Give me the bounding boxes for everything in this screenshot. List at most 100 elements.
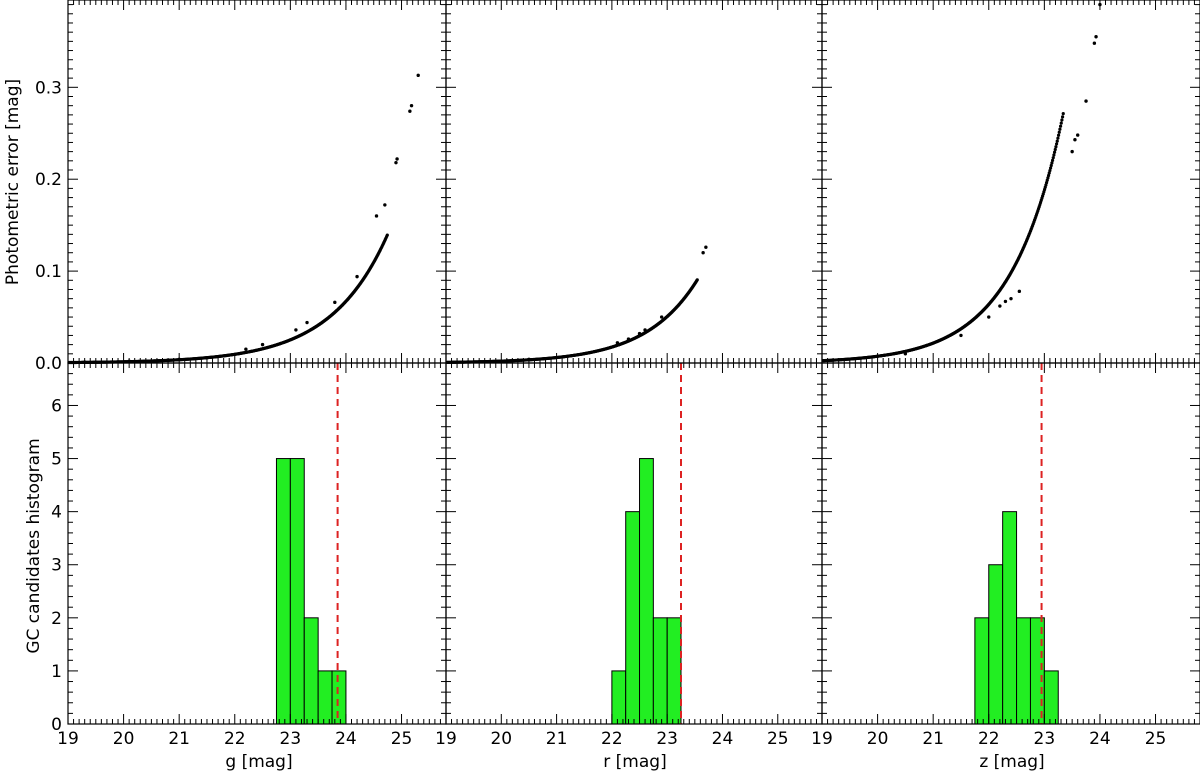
- bottom-middle-plot: [612, 459, 681, 724]
- top-ylabel: Photometric error [mag]: [3, 79, 23, 285]
- x-tick-label: 21: [922, 729, 944, 749]
- histogram-bar: [667, 618, 681, 724]
- histogram-bar: [989, 565, 1003, 724]
- x-tick-label: 20: [113, 729, 135, 749]
- x-tick-label: 24: [712, 729, 734, 749]
- data-point: [696, 278, 699, 281]
- histogram-bar: [1017, 618, 1031, 724]
- data-point: [701, 251, 704, 254]
- top-left-plot: [68, 74, 420, 364]
- data-point: [1062, 112, 1065, 115]
- x-tick-label: 23: [280, 729, 302, 749]
- bottom-ylabel: GC candidates histogram: [24, 438, 44, 653]
- data-point: [1056, 139, 1059, 142]
- data-point: [1076, 133, 1079, 136]
- top-left-frame: [68, 0, 446, 363]
- top-right-plot: [822, 3, 1102, 362]
- x-tick-label: 25: [1145, 729, 1167, 749]
- top-middle-plot: [446, 246, 708, 364]
- data-point: [638, 332, 641, 335]
- top-right-frame: [822, 0, 1200, 363]
- xlabel-z: z [mag]: [979, 752, 1044, 772]
- data-point: [627, 337, 630, 340]
- data-point: [1004, 300, 1007, 303]
- y-tick-label: 0.3: [35, 78, 62, 98]
- data-point: [1073, 138, 1076, 141]
- y-tick-label: 0.2: [35, 170, 62, 190]
- data-point: [1054, 148, 1057, 151]
- data-point: [1053, 151, 1056, 154]
- x-tick-label: 23: [656, 729, 678, 749]
- data-point: [1057, 134, 1060, 137]
- data-point: [305, 321, 308, 324]
- bottom-left-frame: [68, 363, 446, 724]
- x-tick-label: 22: [224, 729, 246, 749]
- data-point: [1084, 99, 1087, 102]
- histogram-bar: [332, 671, 346, 724]
- x-tick-label: 19: [435, 729, 457, 749]
- data-point: [704, 246, 707, 249]
- bottom-right-plot: [975, 512, 1058, 724]
- y-tick-label: 1: [51, 662, 62, 682]
- x-tick-label: 24: [335, 729, 357, 749]
- data-point: [383, 203, 386, 206]
- y-tick-label: 2: [51, 609, 62, 629]
- data-point: [1052, 156, 1055, 159]
- data-point: [417, 74, 420, 77]
- data-point: [1009, 297, 1012, 300]
- data-point: [333, 301, 336, 304]
- data-point: [660, 315, 663, 318]
- x-tick-label: 25: [391, 729, 413, 749]
- bottom-left-plot: [276, 459, 345, 724]
- data-point: [1018, 290, 1021, 293]
- data-point: [1094, 35, 1097, 38]
- data-point: [261, 343, 264, 346]
- data-point: [1093, 41, 1096, 44]
- histogram-bar: [290, 459, 304, 724]
- data-point: [1059, 125, 1062, 128]
- data-point: [959, 334, 962, 337]
- data-point: [1061, 115, 1064, 118]
- data-point: [1058, 128, 1061, 131]
- data-point: [1070, 150, 1073, 153]
- histogram-bar: [1044, 671, 1058, 724]
- data-point: [616, 341, 619, 344]
- data-point: [1060, 122, 1063, 125]
- y-tick-label: 3: [51, 556, 62, 576]
- data-point: [643, 328, 646, 331]
- histogram-bar: [975, 618, 989, 724]
- x-tick-label: 21: [168, 729, 190, 749]
- y-tick-label: 0.1: [35, 262, 62, 282]
- histogram-bar: [640, 459, 654, 724]
- histogram-bar: [653, 618, 667, 724]
- histogram-bar: [1003, 512, 1017, 724]
- xlabel-r: r [mag]: [603, 752, 666, 772]
- data-point: [1052, 153, 1055, 156]
- x-tick-label: 19: [811, 729, 833, 749]
- data-point: [998, 304, 1001, 307]
- x-tick-label: 25: [767, 729, 789, 749]
- data-point: [386, 233, 389, 236]
- data-point: [408, 110, 411, 113]
- data-point: [294, 328, 297, 331]
- histogram-bar: [626, 512, 640, 724]
- data-point: [355, 275, 358, 278]
- histogram-bar: [318, 671, 332, 724]
- data-point: [1054, 145, 1057, 148]
- histogram-bar: [612, 671, 626, 724]
- x-tick-label: 20: [867, 729, 889, 749]
- histogram-bar: [276, 459, 290, 724]
- data-point: [1058, 131, 1061, 134]
- data-point: [375, 214, 378, 217]
- xlabel-g: g [mag]: [225, 752, 292, 772]
- x-tick-label: 22: [978, 729, 1000, 749]
- x-tick-label: 20: [490, 729, 512, 749]
- top-middle-frame: [446, 0, 822, 363]
- y-tick-label: 0.0: [35, 354, 62, 374]
- histogram-bar: [304, 618, 318, 724]
- data-point: [394, 161, 397, 164]
- x-tick-label: 22: [601, 729, 623, 749]
- y-tick-label: 6: [51, 396, 62, 416]
- x-tick-label: 23: [1034, 729, 1056, 749]
